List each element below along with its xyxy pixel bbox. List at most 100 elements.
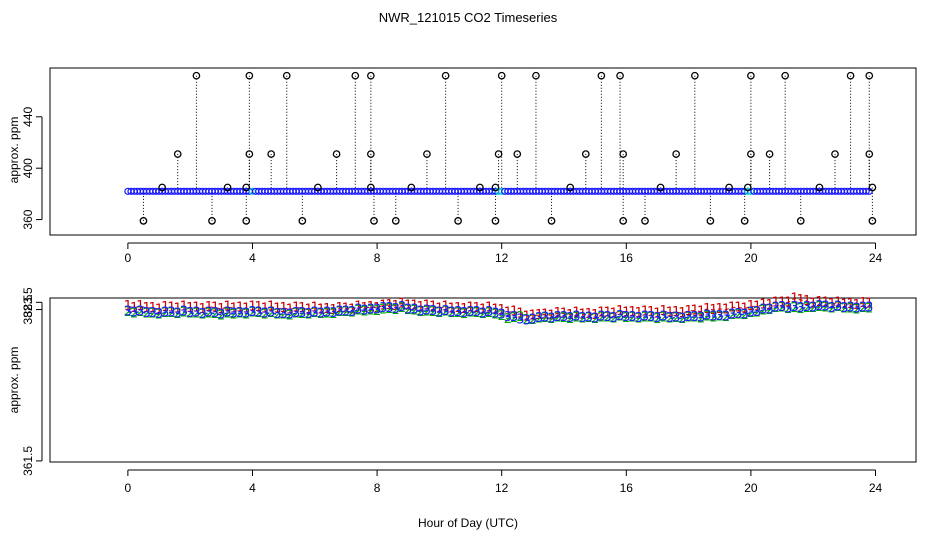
series-3-marker: 3 (174, 306, 182, 321)
series-1-marker: 1 (292, 301, 300, 316)
series-2-marker: 2 (666, 312, 674, 327)
series-3-marker: 3 (354, 303, 362, 318)
outlier-marker (223, 183, 232, 192)
top-x-tick-label: 4 (249, 251, 256, 265)
series-1-marker: 1 (547, 308, 555, 323)
outlier-marker (454, 217, 462, 225)
series-3-marker: 3 (392, 302, 400, 317)
series-2-marker: 2 (747, 306, 755, 321)
series-2-marker: 2 (765, 303, 773, 318)
series-3-marker: 3 (180, 305, 188, 320)
series-2-marker: 2 (585, 311, 593, 326)
series-2-marker: 2 (703, 310, 711, 325)
series-2-marker: 2 (267, 306, 275, 321)
series-2-marker: 2 (859, 301, 867, 316)
series-1-marker: 1 (161, 300, 169, 315)
series-3-marker: 3 (840, 301, 848, 316)
bottom-x-axis: 0 4 8 12 16 20 24 (125, 469, 882, 495)
series-1-marker: 1 (167, 300, 175, 315)
series-3-marker: 3 (784, 301, 792, 316)
series-1-marker: 1 (248, 300, 256, 315)
series-3-marker: 3 (822, 300, 830, 315)
series-3-marker: 3 (834, 299, 842, 314)
series-3-marker: 3 (579, 311, 587, 326)
series-1-marker: 1 (230, 301, 238, 316)
top-x-axis: 0 4 8 12 16 20 24 (125, 242, 882, 265)
series-2-marker: 2 (255, 306, 263, 321)
series-2-marker: 2 (547, 312, 555, 327)
series-3-marker: 3 (130, 306, 138, 321)
series-1-marker: 1 (741, 302, 749, 317)
series-3-marker: 3 (186, 306, 194, 321)
series-3-marker: 3 (498, 308, 506, 323)
series-1-marker: 1 (566, 308, 574, 323)
series-3-marker: 3 (454, 305, 462, 320)
series-1-marker: 1 (834, 295, 842, 310)
series-3-marker: 3 (560, 310, 568, 325)
series-3-marker: 3 (217, 308, 225, 323)
series-3-marker: 3 (516, 312, 524, 327)
outlier-marker (831, 150, 839, 158)
series-1-marker: 1 (716, 302, 724, 317)
series-2-marker: 2 (198, 308, 206, 323)
series-2-marker: 2 (211, 307, 219, 322)
series-2-marker: 2 (298, 307, 306, 322)
series-3-marker: 3 (853, 302, 861, 317)
outlier-marker (513, 150, 522, 158)
series-2-marker: 2 (865, 302, 873, 317)
series-2-marker: 2 (124, 305, 132, 320)
outlier-marker (314, 183, 322, 192)
series-1-marker: 1 (317, 302, 325, 317)
series-3-marker: 3 (267, 305, 275, 320)
series-2-marker: 2 (136, 305, 144, 320)
series-1-marker: 1 (136, 299, 144, 314)
series-1-marker: 1 (522, 309, 530, 324)
bottom-y-tick-label: 382.5 (21, 294, 35, 324)
series-1-marker: 1 (460, 302, 468, 317)
top-y-tick-label: 360 (21, 209, 35, 229)
series-1-marker: 1 (504, 305, 512, 320)
series-1-marker: 1 (865, 296, 873, 311)
series-1-marker: 1 (174, 302, 182, 317)
bottom-y-tick-label: 383.5 (21, 287, 35, 317)
outlier-marker (566, 183, 575, 192)
series-2-marker: 2 (529, 313, 537, 328)
series-2-marker: 2 (759, 303, 767, 318)
series-3-marker: 3 (728, 307, 736, 322)
series-2-marker: 2 (273, 308, 281, 323)
series-1-marker: 1 (441, 299, 449, 314)
outlier-marker (868, 217, 877, 225)
series-1-marker: 1 (554, 306, 562, 321)
series-1-marker: 1 (417, 300, 425, 315)
series-3-marker: 3 (653, 311, 661, 326)
series-3-marker: 3 (317, 306, 325, 321)
series-3-marker: 3 (797, 301, 805, 316)
outlier-marker (407, 183, 416, 192)
series-2-marker: 2 (223, 306, 231, 321)
top-x-tick-label: 16 (620, 251, 634, 265)
bottom-x-tick-label: 4 (249, 481, 256, 495)
outlier-marker (494, 150, 503, 158)
series-1-marker: 1 (454, 301, 462, 316)
outlier-marker (619, 150, 628, 158)
series-3-marker: 3 (491, 307, 499, 322)
series-1-marker: 1 (423, 298, 431, 313)
series-3-marker: 3 (610, 311, 618, 326)
series-1-marker: 1 (155, 302, 163, 317)
outlier-marker (743, 183, 752, 192)
series-1-marker: 1 (304, 303, 312, 318)
series-1-marker: 1 (261, 302, 269, 317)
outlier-marker (765, 150, 774, 158)
series-3-marker: 3 (647, 310, 655, 325)
series-1-marker: 1 (429, 299, 437, 314)
outlier-marker (497, 71, 506, 80)
series-3-marker: 3 (167, 306, 175, 321)
series-3-marker: 3 (622, 310, 630, 325)
series-2-marker: 2 (491, 307, 499, 322)
series-2-marker: 2 (142, 307, 150, 322)
series-1-marker: 1 (498, 303, 506, 318)
series-3-marker: 3 (348, 305, 356, 320)
series-1-marker: 1 (180, 299, 188, 314)
series-2-marker: 2 (840, 302, 848, 317)
series-3-marker: 3 (828, 301, 836, 316)
